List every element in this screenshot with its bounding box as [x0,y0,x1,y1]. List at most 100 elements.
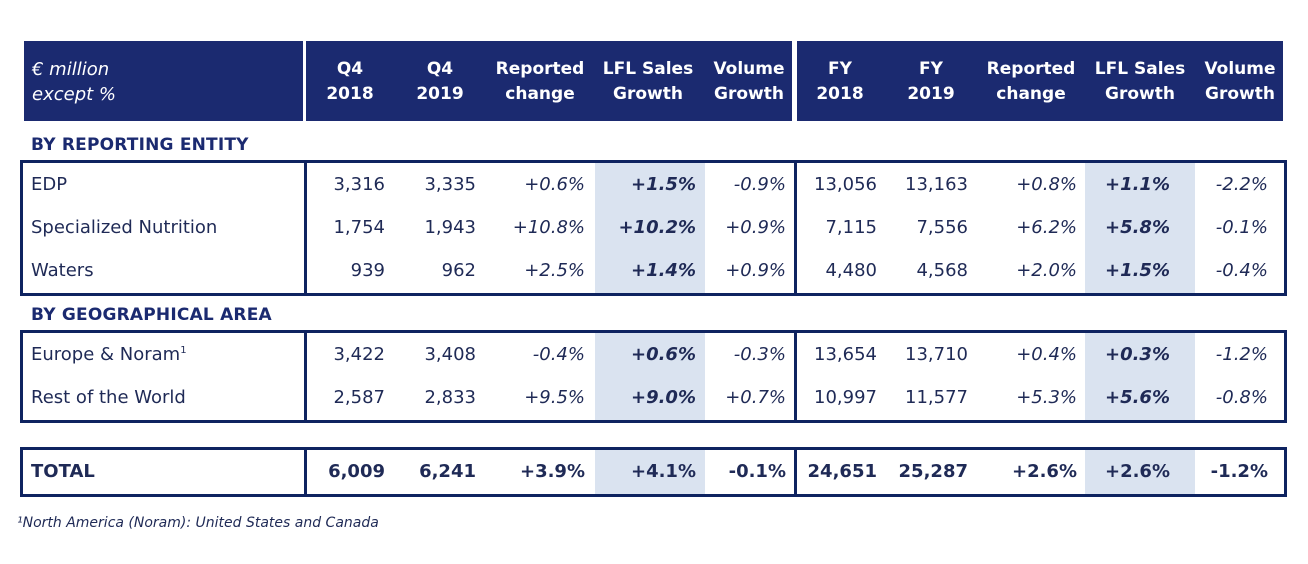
cell-q4-2019: 3,335 [424,174,476,195]
cell-q4-reported-change: -0.4% [532,344,585,365]
cell-fy-reported-change: +2.0% [1016,260,1077,281]
cell-fy-volume-growth: -1.2% [1215,344,1268,365]
row-label: EDP [31,163,67,206]
row-label-text: Specialized Nutrition [31,217,218,238]
column-header-q4-volume-growth: Volume Growth [713,59,785,104]
unit-line-2: except % [32,84,117,105]
row-label: TOTAL [31,450,95,493]
cell-q4-reported-change: +10.8% [512,217,585,238]
geographical-area-table: Europe & Noram1 3,422 3,408 -0.4% +0.6% -0.3%… [20,330,1287,423]
cell-q4-lfl-sales-growth: +10.2% [618,217,696,238]
column-header-q4-2019: Q4 2019 [416,59,464,104]
column-header-fy-reported-change: Reported change [986,59,1076,104]
cell-q4-lfl-sales-growth: +9.0% [630,387,696,408]
table-row: Specialized Nutrition 1,754 1,943 +10.8% +10… [23,206,1284,249]
row-label: Europe & Noram1 [31,333,187,376]
period-divider [794,333,797,420]
section-title-geographical-area: BY GEOGRAPHICAL AREA [31,305,272,325]
row-label-text: Waters [31,260,94,281]
total-table: TOTAL 6,009 6,241 +3.9% +4.1% -0.1% 24,651 25,2… [20,447,1287,497]
cell-q4-reported-change: +9.5% [524,387,585,408]
header-fy-block [797,41,1283,121]
cell-fy-lfl-sales-growth: +0.3% [1104,344,1170,365]
cell-fy-volume-growth: -2.2% [1215,174,1268,195]
fy-lfl-highlight [1085,450,1195,494]
cell-fy-2018: 13,056 [814,174,877,195]
cell-q4-2018: 1,754 [333,217,385,238]
row-label-text: Europe & Noram [31,344,181,365]
cell-fy-2019: 13,710 [905,344,968,365]
cell-q4-volume-growth: -0.9% [733,174,786,195]
cell-q4-2019: 962 [441,260,476,281]
table-row: EDP 3,316 3,335 +0.6% +1.5% -0.9% 13,056 13,163… [23,163,1284,206]
period-divider [794,450,797,494]
cell-fy-2019: 25,287 [898,461,968,482]
cell-fy-reported-change: +6.2% [1016,217,1077,238]
cell-fy-2019: 4,568 [916,260,968,281]
cell-fy-2019: 11,577 [905,387,968,408]
header-q4-block [306,41,792,121]
footnote: ¹North America (Noram): United States an… [17,515,379,531]
cell-q4-2018: 6,009 [328,461,385,482]
row-label: Rest of the World [31,376,186,419]
row-label-text: EDP [31,174,68,195]
cell-fy-reported-change: +5.3% [1016,387,1077,408]
column-header-q4-2018: Q4 2018 [326,59,374,104]
q4-lfl-highlight [595,163,705,293]
cell-fy-2018: 10,997 [814,387,877,408]
row-label: Waters [31,249,94,292]
cell-fy-lfl-sales-growth: +1.5% [1104,260,1170,281]
section-title-reporting-entity: BY REPORTING ENTITY [31,135,249,155]
cell-q4-volume-growth: +0.9% [725,260,786,281]
fy-lfl-highlight [1085,163,1195,293]
cell-q4-2018: 939 [350,260,385,281]
cell-fy-lfl-sales-growth: +5.6% [1104,387,1170,408]
cell-fy-2019: 13,163 [905,174,968,195]
cell-q4-lfl-sales-growth: +1.4% [630,260,696,281]
row-label-text: Rest of the World [31,387,186,408]
cell-q4-2018: 3,422 [333,344,385,365]
cell-q4-lfl-sales-growth: +0.6% [630,344,696,365]
cell-q4-2019: 6,241 [419,461,476,482]
label-divider [304,450,307,494]
cell-fy-2018: 13,654 [814,344,877,365]
cell-fy-reported-change: +0.4% [1016,344,1077,365]
fy-lfl-highlight [1085,333,1195,420]
header-label-cell [24,41,303,121]
cell-q4-lfl-sales-growth: +4.1% [630,461,696,482]
cell-fy-reported-change: +0.8% [1016,174,1077,195]
period-divider [794,163,797,293]
cell-q4-lfl-sales-growth: +1.5% [630,174,696,195]
cell-q4-2018: 3,316 [333,174,385,195]
q4-lfl-highlight [595,333,705,420]
table-row: Waters 939 962 +2.5% +1.4% +0.9% 4,480 4,568 +2.… [23,249,1284,292]
cell-fy-volume-growth: -1.2% [1210,461,1268,482]
column-header-fy-lfl-sales-growth: LFL Sales Growth [1094,59,1186,104]
cell-q4-2019: 3,408 [424,344,476,365]
column-header-fy-2018: FY 2018 [816,59,864,104]
footnote-marker: 1 [180,345,187,356]
unit-line-1: € million [32,59,110,80]
row-label-text: TOTAL [31,461,95,482]
label-divider [304,333,307,420]
column-header-q4-reported-change: Reported change [495,59,585,104]
cell-fy-reported-change: +2.6% [1011,461,1077,482]
cell-q4-volume-growth: +0.9% [725,217,786,238]
label-divider [304,163,307,293]
cell-fy-lfl-sales-growth: +5.8% [1104,217,1170,238]
cell-q4-reported-change: +0.6% [524,174,585,195]
cell-fy-volume-growth: -0.4% [1215,260,1268,281]
cell-fy-volume-growth: -0.1% [1215,217,1268,238]
reporting-entity-table: EDP 3,316 3,335 +0.6% +1.5% -0.9% 13,056 13,163… [20,160,1287,296]
total-row: TOTAL 6,009 6,241 +3.9% +4.1% -0.1% 24,651 25,2… [23,450,1284,493]
cell-q4-volume-growth: -0.3% [733,344,786,365]
cell-q4-volume-growth: -0.1% [728,461,786,482]
cell-fy-2018: 4,480 [825,260,877,281]
q4-lfl-highlight [595,450,705,494]
cell-fy-lfl-sales-growth: +1.1% [1104,174,1170,195]
column-header-fy-2019: FY 2019 [907,59,955,104]
cell-fy-2018: 7,115 [825,217,877,238]
cell-q4-reported-change: +3.9% [519,461,585,482]
row-label: Specialized Nutrition [31,206,217,249]
cell-q4-2018: 2,587 [333,387,385,408]
